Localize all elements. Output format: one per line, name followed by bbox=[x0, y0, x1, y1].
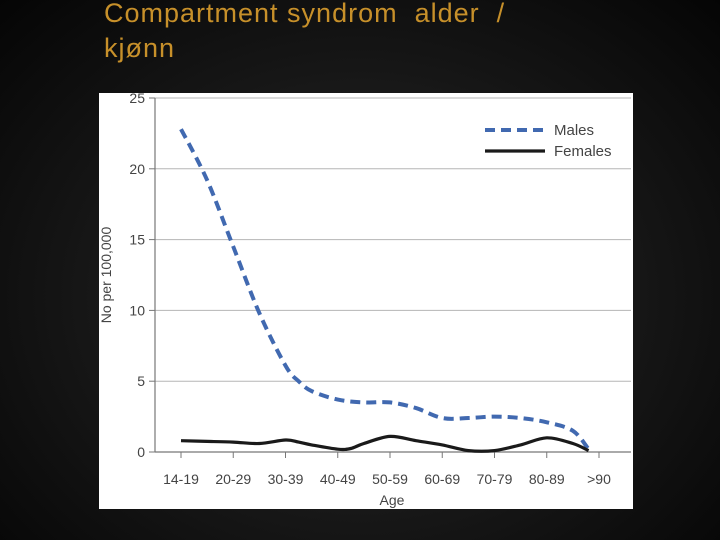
y-tick-label: 10 bbox=[129, 302, 145, 318]
x-tick-label: 60-69 bbox=[424, 471, 460, 487]
y-tick-label: 0 bbox=[137, 444, 145, 460]
x-tick-label: 14-19 bbox=[163, 471, 199, 487]
y-tick-labels: 0 5 10 15 20 25 bbox=[129, 93, 145, 460]
legend: Males Females bbox=[485, 122, 612, 160]
y-axis-label: No per 100,000 bbox=[99, 227, 114, 324]
series-lines bbox=[179, 128, 591, 453]
chart-panel: 0 5 10 15 20 25 14-19 20-29 30-39 40-49 50-59 60-6… bbox=[99, 93, 633, 509]
x-tick-label: 70-79 bbox=[477, 471, 513, 487]
y-tick-label: 5 bbox=[137, 373, 145, 389]
x-tick-label: 50-59 bbox=[372, 471, 408, 487]
legend-label-females: Females bbox=[554, 143, 612, 160]
y-tick-label: 15 bbox=[129, 232, 145, 248]
gridlines bbox=[149, 97, 631, 453]
series-line-males bbox=[179, 128, 591, 451]
series-line-females bbox=[180, 434, 590, 453]
x-tick-label: 80-89 bbox=[529, 471, 565, 487]
x-tick-label: 30-39 bbox=[268, 471, 304, 487]
x-tick-label: 40-49 bbox=[320, 471, 356, 487]
x-tick-label: 20-29 bbox=[215, 471, 251, 487]
x-axis-label: Age bbox=[380, 492, 405, 508]
x-tick-label: >90 bbox=[587, 471, 611, 487]
x-tick-labels: 14-19 20-29 30-39 40-49 50-59 60-69 70-79 80-89… bbox=[163, 452, 611, 487]
y-tick-label: 25 bbox=[129, 93, 145, 106]
slide-title: Compartment syndrom alder / kjønn bbox=[104, 0, 506, 63]
legend-label-males: Males bbox=[554, 122, 594, 139]
line-chart: 0 5 10 15 20 25 14-19 20-29 30-39 40-49 50-59 60-6… bbox=[99, 93, 631, 508]
y-tick-label: 20 bbox=[129, 161, 145, 177]
